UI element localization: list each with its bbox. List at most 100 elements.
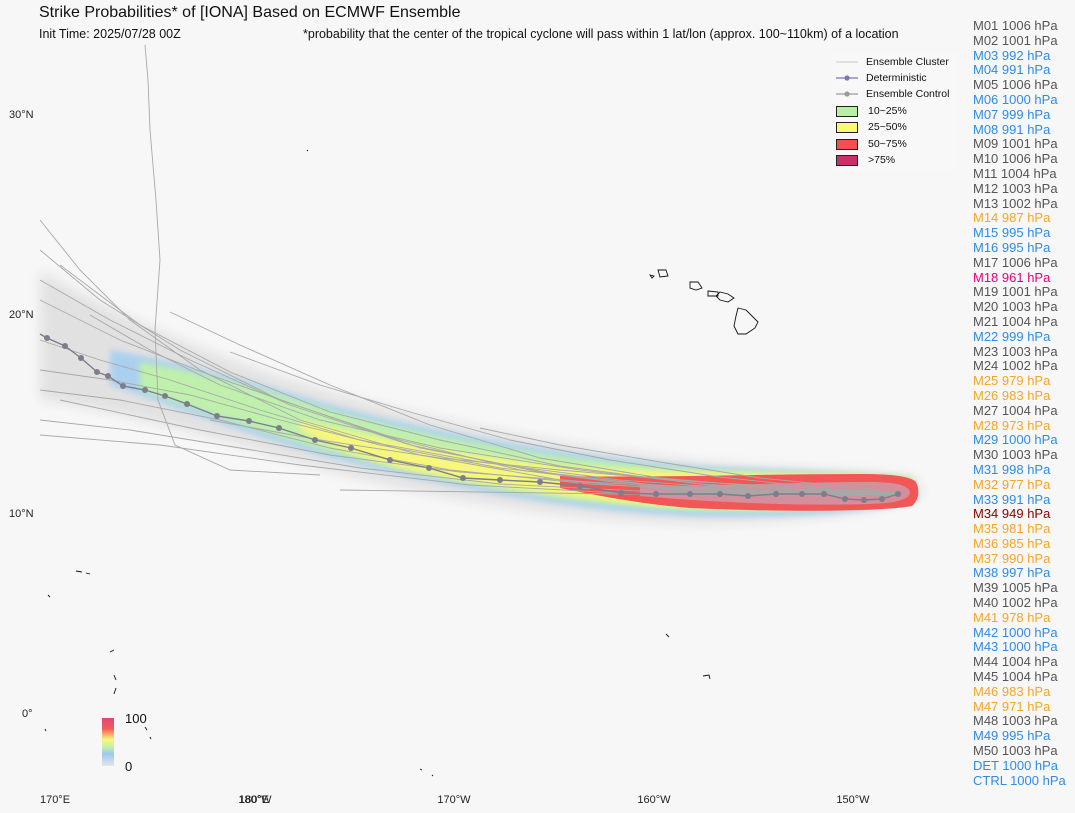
legend-item-ensemble-cluster: Ensemble Cluster bbox=[832, 54, 949, 70]
member-pressure-item: M04 991 hPa bbox=[973, 62, 1051, 78]
member-pressure-item: M38 997 hPa bbox=[973, 565, 1051, 581]
member-pressure-item: M49 995 hPa bbox=[973, 728, 1051, 744]
member-pressure-item: M26 983 hPa bbox=[973, 387, 1051, 403]
legend-item-25-50: 25~50% bbox=[832, 119, 907, 135]
member-pressure-item: M45 1004 hPa bbox=[973, 669, 1058, 685]
legend-label: 10~25% bbox=[868, 105, 907, 117]
member-pressure-item: M47 971 hPa bbox=[973, 698, 1051, 714]
init-time: Init Time: 2025/07/28 00Z bbox=[39, 27, 181, 41]
member-pressure-item: M09 1001 hPa bbox=[973, 136, 1058, 152]
member-pressure-item: M40 1002 hPa bbox=[973, 595, 1058, 611]
member-pressure-item: M46 983 hPa bbox=[973, 683, 1051, 699]
island-big-island bbox=[733, 307, 759, 335]
lon-label-160w: 160°W bbox=[637, 794, 671, 806]
member-pressure-item: M25 979 hPa bbox=[973, 373, 1051, 389]
legend-label: 25~50% bbox=[868, 121, 907, 133]
member-pressure-item: M33 991 hPa bbox=[973, 491, 1051, 507]
legend-item-50-75: 50~75% bbox=[832, 136, 907, 152]
legend-item-over-75: >75% bbox=[832, 152, 895, 168]
member-pressure-item: M01 1006 hPa bbox=[973, 18, 1058, 33]
member-pressure-item: M10 1006 hPa bbox=[973, 151, 1058, 167]
member-pressure-item: M03 992 hPa bbox=[973, 47, 1051, 63]
legend-label: Ensemble Control bbox=[866, 88, 950, 100]
member-pressure-item: M08 991 hPa bbox=[973, 121, 1051, 137]
member-pressure-item: M48 1003 hPa bbox=[973, 713, 1058, 729]
legend-item-ensemble-control: Ensemble Control bbox=[832, 86, 949, 102]
member-pressure-item: M37 990 hPa bbox=[973, 550, 1051, 566]
member-pressure-item: M29 1000 hPa bbox=[973, 432, 1058, 448]
member-pressure-item: M13 1002 hPa bbox=[973, 195, 1058, 211]
lat-label-0: 0° bbox=[22, 708, 33, 720]
member-pressure-item: M14 987 hPa bbox=[973, 210, 1051, 226]
probability-colorbar bbox=[102, 718, 114, 766]
swatch-red bbox=[836, 138, 858, 150]
member-pressure-item: M11 1004 hPa bbox=[973, 165, 1057, 181]
member-pressure-item: M50 1003 hPa bbox=[973, 743, 1058, 759]
member-pressure-item: M24 1002 hPa bbox=[973, 358, 1058, 374]
member-pressure-item: M27 1004 hPa bbox=[973, 402, 1058, 418]
legend-label: >75% bbox=[868, 154, 896, 166]
member-pressure-item: M17 1006 hPa bbox=[973, 254, 1058, 270]
member-pressure-item: M43 1000 hPa bbox=[973, 639, 1058, 655]
line-marker-icon bbox=[836, 72, 858, 84]
member-pressure-item: M07 999 hPa bbox=[973, 106, 1051, 122]
legend-item-10-25: 10~25% bbox=[832, 103, 907, 119]
member-pressure-item: M16 995 hPa bbox=[973, 239, 1051, 255]
lat-label-20n: 20°N bbox=[9, 309, 34, 321]
lon-label-170e: 170°E bbox=[39, 794, 71, 806]
swatch-crimson bbox=[836, 154, 858, 166]
island-kauai bbox=[657, 269, 669, 278]
island-molokai bbox=[707, 290, 719, 297]
colorbar-max-label: 100 bbox=[125, 711, 147, 726]
lon-label-150w: 150°W bbox=[836, 794, 870, 806]
member-pressure-item: M30 1003 hPa bbox=[973, 447, 1058, 463]
member-pressure-item: CTRL 1000 hPa bbox=[973, 772, 1066, 788]
lon-label-170w: 170°W bbox=[437, 794, 471, 806]
member-pressure-item: M22 999 hPa bbox=[973, 328, 1051, 344]
member-pressure-item: M18 961 hPa bbox=[973, 269, 1051, 285]
member-pressure-item: M21 1004 hPa bbox=[973, 313, 1058, 329]
deterministic-track bbox=[39, 333, 901, 503]
member-pressure-item: M35 981 hPa bbox=[973, 521, 1051, 537]
colorbar-min-label: 0 bbox=[125, 759, 133, 774]
member-pressure-item: M31 998 hPa bbox=[973, 461, 1051, 477]
member-pressure-item: M15 995 hPa bbox=[973, 225, 1051, 241]
probability-note: *probability that the center of the trop… bbox=[303, 27, 899, 41]
member-pressure-item: M36 985 hPa bbox=[973, 535, 1051, 551]
chart-title: Strike Probabilities* of [IONA] Based on… bbox=[39, 4, 461, 21]
legend-label: 50~75% bbox=[868, 138, 907, 150]
member-pressure-item: M34 949 hPa bbox=[973, 506, 1051, 522]
member-pressure-item: DET 1000 hPa bbox=[973, 757, 1059, 773]
lat-label-30n: 30°N bbox=[9, 109, 34, 121]
legend-item-deterministic: Deterministic bbox=[832, 70, 927, 86]
thin-line-icon bbox=[836, 56, 858, 68]
member-pressure-item: M05 1006 hPa bbox=[973, 77, 1058, 93]
island-maui bbox=[715, 291, 735, 303]
member-pressure-item: M42 1000 hPa bbox=[973, 624, 1058, 640]
map-legend: Ensemble Cluster Deterministic Ensemble … bbox=[832, 52, 958, 170]
coastlines bbox=[44, 149, 759, 777]
island-niihau bbox=[648, 274, 655, 279]
island-oahu bbox=[689, 281, 703, 291]
member-pressure-item: M32 977 hPa bbox=[973, 476, 1051, 492]
member-pressure-item: M44 1004 hPa bbox=[973, 654, 1058, 670]
lat-label-10n: 10°N bbox=[9, 508, 34, 520]
member-pressure-item: M41 978 hPa bbox=[973, 609, 1051, 625]
member-pressure-item: M20 1003 hPa bbox=[973, 299, 1058, 315]
member-pressure-item: M28 973 hPa bbox=[973, 417, 1051, 433]
member-pressure-item: M23 1003 hPa bbox=[973, 343, 1058, 359]
legend-label: Deterministic bbox=[866, 72, 927, 84]
member-pressure-list: M01 1006 hPa M02 1001 hPa M03 992 hPa M04 9… bbox=[973, 18, 1066, 788]
member-pressure-item: M02 1001 hPa bbox=[973, 32, 1058, 48]
member-pressure-item: M12 1003 hPa bbox=[973, 180, 1058, 196]
lon-label-180w: 180°W bbox=[238, 794, 272, 806]
member-pressure-item: M06 1000 hPa bbox=[973, 91, 1058, 107]
line-marker-icon bbox=[836, 88, 858, 100]
lon-label-180e: 180°E bbox=[238, 794, 270, 806]
legend-label: Ensemble Cluster bbox=[866, 56, 949, 68]
swatch-green bbox=[836, 105, 858, 117]
member-pressure-item: M39 1005 hPa bbox=[973, 580, 1058, 596]
ensemble-cluster-tracks bbox=[39, 44, 901, 497]
member-pressure-item: M19 1001 hPa bbox=[973, 284, 1058, 300]
